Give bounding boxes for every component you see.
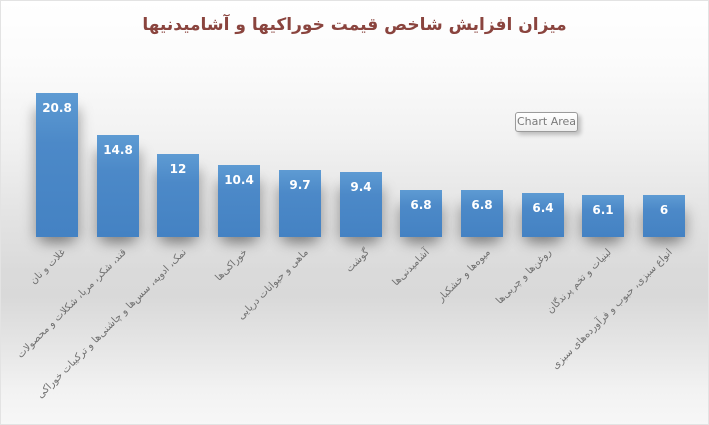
chart-area-tooltip-label: Chart Area	[516, 115, 577, 128]
category-label: قند، شکر، مربا، شکلات و محصولات	[15, 247, 129, 361]
category-label: گوشت	[344, 247, 372, 275]
category-label: روغن‌ها و چربی‌ها	[494, 247, 554, 307]
bar-value-label: 10.4	[224, 173, 254, 187]
bar-value-label: 14.8	[103, 143, 133, 157]
bar-value-label: 20.8	[42, 101, 72, 115]
category-label: غلات و نان	[28, 247, 68, 287]
bar[interactable]: 6	[643, 195, 685, 237]
bar[interactable]: 9.4	[340, 172, 382, 237]
bar[interactable]: 20.8	[36, 93, 78, 237]
bar[interactable]: 12	[157, 154, 199, 237]
category-label: انواع سبزی، حبوب و فرآورده‌های سبزی	[550, 247, 675, 372]
bar[interactable]: 9.7	[279, 170, 321, 237]
bar-value-label: 6.1	[592, 203, 614, 217]
category-label: خوراکی‌ها	[213, 247, 250, 284]
bar[interactable]: 14.8	[97, 135, 139, 237]
bar-value-label: 9.4	[350, 180, 372, 194]
bar-value-label: 6.4	[532, 201, 554, 215]
bar-value-label: 6	[659, 203, 669, 217]
category-label: میوه‌ها و خشکبار	[435, 247, 493, 305]
chart-area-tooltip: Chart Area	[515, 112, 578, 132]
category-label: لبنیات و تخم پرندگان	[544, 247, 614, 316]
bar[interactable]: 6.8	[400, 190, 442, 237]
bar[interactable]: 6.8	[461, 190, 503, 237]
bar[interactable]: 6.1	[582, 195, 624, 237]
bar-value-label: 12	[169, 162, 187, 176]
bar-value-label: 6.8	[410, 198, 432, 212]
category-label: ماهی و حیوانات دریایی	[235, 247, 311, 322]
category-label: آشامیدنی‌ها	[390, 247, 432, 289]
bar-value-label: 9.7	[289, 178, 311, 192]
bar[interactable]: 10.4	[218, 165, 260, 237]
chart-title: میزان افزایش شاخص قیمت خوراکیها و آشامید…	[142, 15, 567, 35]
bar-value-label: 6.8	[471, 198, 493, 212]
bar[interactable]: 6.4	[522, 193, 564, 237]
